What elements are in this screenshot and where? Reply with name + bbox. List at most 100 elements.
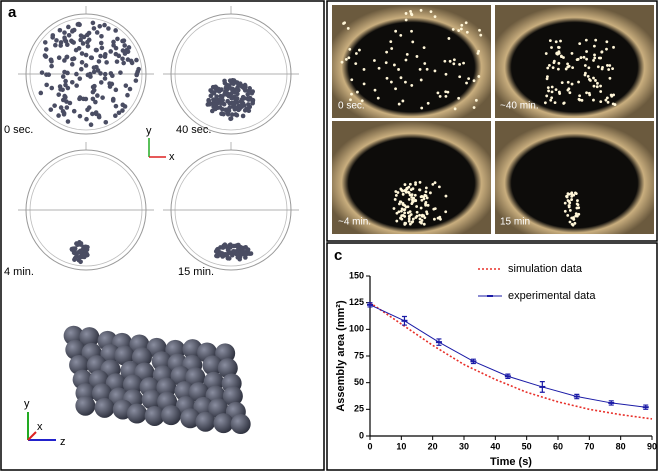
particle <box>71 56 77 61</box>
bead <box>568 220 572 224</box>
bead <box>362 68 366 71</box>
bead <box>596 81 599 85</box>
particle <box>78 259 83 265</box>
bead <box>571 66 575 70</box>
particle <box>74 253 79 259</box>
bead <box>605 96 609 100</box>
particle <box>91 87 97 93</box>
particle <box>123 83 129 88</box>
frame-label: ~40 min. <box>500 101 539 112</box>
particle <box>133 78 139 83</box>
frame-label: 15 min <box>500 217 530 228</box>
bead <box>566 199 570 202</box>
particle <box>232 249 237 254</box>
particle <box>87 71 93 77</box>
particle <box>90 111 95 117</box>
particle <box>225 255 231 261</box>
bead <box>592 59 595 62</box>
bead <box>559 39 562 43</box>
bead <box>451 28 455 31</box>
particle <box>245 247 251 252</box>
sphere <box>193 396 214 417</box>
bead <box>477 49 481 53</box>
particle <box>93 111 99 117</box>
bead <box>611 102 615 106</box>
particle <box>211 97 216 102</box>
particle <box>66 32 72 38</box>
sphere <box>170 365 191 386</box>
particle <box>134 57 139 63</box>
bead <box>437 185 441 189</box>
particle <box>213 86 219 91</box>
bead <box>612 45 615 49</box>
bead <box>410 13 414 17</box>
y-tick-label: 0 <box>359 430 364 440</box>
bead <box>464 21 468 25</box>
sphere <box>217 358 238 379</box>
particle <box>58 87 63 92</box>
particle <box>114 59 120 64</box>
bead <box>404 188 408 192</box>
bead <box>550 46 553 49</box>
bead <box>548 63 551 67</box>
particle <box>83 96 89 102</box>
particle <box>224 92 230 97</box>
sphere <box>65 339 86 360</box>
bead <box>587 66 591 70</box>
particle <box>77 96 82 102</box>
particle <box>211 90 217 96</box>
particle <box>218 101 224 106</box>
bead <box>566 80 570 84</box>
particle <box>113 103 119 109</box>
bead <box>415 55 419 58</box>
bead <box>568 208 572 212</box>
bead <box>565 194 569 198</box>
bead <box>401 214 405 217</box>
bead <box>405 53 409 56</box>
particle <box>53 42 58 48</box>
bead <box>436 216 440 220</box>
particle <box>233 112 239 117</box>
particle <box>95 68 101 73</box>
bead <box>465 30 469 34</box>
bead <box>474 98 478 102</box>
bead <box>404 58 408 62</box>
bead <box>410 220 414 224</box>
axis-arrow <box>27 431 37 441</box>
particle <box>81 34 87 40</box>
bead <box>585 50 588 53</box>
bead <box>600 67 604 71</box>
bead <box>350 92 353 96</box>
bead <box>566 65 570 69</box>
bead <box>587 78 591 81</box>
bead <box>420 219 424 222</box>
particle <box>74 71 79 77</box>
particle <box>205 102 211 107</box>
bead <box>397 102 401 106</box>
x-tick-label: 90 <box>647 441 657 451</box>
particle <box>228 116 233 122</box>
bead <box>396 191 400 194</box>
bead <box>420 213 424 217</box>
bead <box>594 79 597 82</box>
bead <box>389 80 393 84</box>
bead <box>543 101 547 105</box>
particle <box>48 107 54 112</box>
bead <box>580 98 584 102</box>
particle <box>238 249 244 255</box>
axis-label: x <box>37 421 43 433</box>
bead <box>431 182 435 186</box>
bead <box>597 56 601 60</box>
bead <box>385 76 389 80</box>
bead <box>429 10 433 14</box>
bead <box>609 93 613 97</box>
bead <box>344 58 348 61</box>
particle <box>235 91 240 97</box>
frame-label: 0 sec. <box>4 124 33 136</box>
particle <box>234 96 240 101</box>
y-tick-label: 150 <box>349 270 364 280</box>
particle <box>56 92 62 97</box>
particle <box>100 95 105 100</box>
bead <box>604 98 608 102</box>
particle <box>77 76 83 81</box>
